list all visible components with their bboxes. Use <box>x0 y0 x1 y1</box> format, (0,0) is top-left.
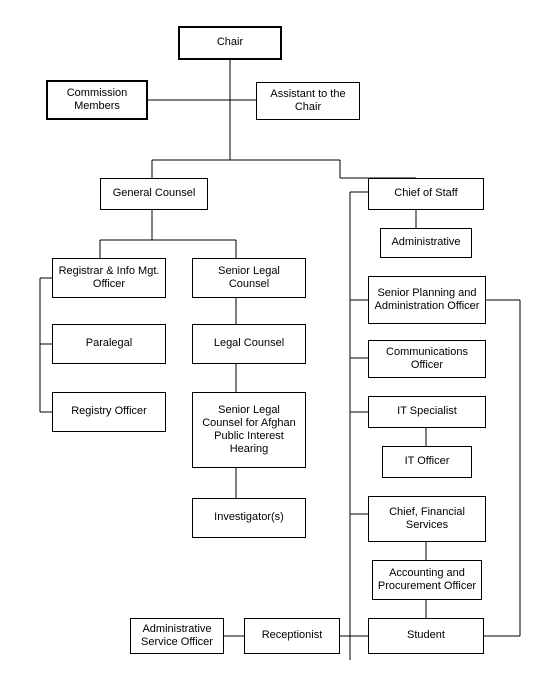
label: Communications Officer <box>373 346 481 372</box>
node-chief-of-staff: Chief of Staff <box>368 178 484 210</box>
label: Investigator(s) <box>214 511 284 524</box>
node-paralegal: Paralegal <box>52 324 166 364</box>
node-it-specialist: IT Specialist <box>368 396 486 428</box>
label: Student <box>407 629 445 642</box>
node-senior-legal-counsel: Senior Legal Counsel <box>192 258 306 298</box>
node-senior-planning: Senior Planning and Administration Offic… <box>368 276 486 324</box>
node-administrative-service-officer: Administrative Service Officer <box>130 618 224 654</box>
node-accounting-procurement: Accounting and Procurement Officer <box>372 560 482 600</box>
label: Receptionist <box>262 629 323 642</box>
label: Commission Members <box>52 87 142 113</box>
label: Administrative Service Officer <box>135 623 219 649</box>
label: Legal Counsel <box>214 337 284 350</box>
node-general-counsel: General Counsel <box>100 178 208 210</box>
node-assistant-to-chair: Assistant to the Chair <box>256 82 360 120</box>
label: Assistant to the Chair <box>261 88 355 114</box>
node-commission-members: Commission Members <box>46 80 148 120</box>
label: Chair <box>217 36 243 49</box>
label: Accounting and Procurement Officer <box>377 567 477 593</box>
node-senior-legal-afghan: Senior Legal Counsel for Afghan Public I… <box>192 392 306 468</box>
label: Registry Officer <box>71 405 147 418</box>
label: Administrative <box>391 236 460 249</box>
node-chair: Chair <box>178 26 282 60</box>
node-investigators: Investigator(s) <box>192 498 306 538</box>
label: Chief of Staff <box>394 187 457 200</box>
node-it-officer: IT Officer <box>382 446 472 478</box>
label: Chief, Financial Services <box>373 506 481 532</box>
node-legal-counsel: Legal Counsel <box>192 324 306 364</box>
label: Senior Planning and Administration Offic… <box>373 287 481 313</box>
label: Registrar & Info Mgt. Officer <box>57 265 161 291</box>
label: General Counsel <box>113 187 196 200</box>
node-chief-financial: Chief, Financial Services <box>368 496 486 542</box>
label: IT Officer <box>405 455 450 468</box>
label: Senior Legal Counsel <box>197 265 301 291</box>
node-receptionist: Receptionist <box>244 618 340 654</box>
node-student: Student <box>368 618 484 654</box>
node-registrar: Registrar & Info Mgt. Officer <box>52 258 166 298</box>
node-communications-officer: Communications Officer <box>368 340 486 378</box>
label: IT Specialist <box>397 405 457 418</box>
label: Senior Legal Counsel for Afghan Public I… <box>197 404 301 457</box>
node-administrative: Administrative <box>380 228 472 258</box>
label: Paralegal <box>86 337 132 350</box>
node-registry-officer: Registry Officer <box>52 392 166 432</box>
